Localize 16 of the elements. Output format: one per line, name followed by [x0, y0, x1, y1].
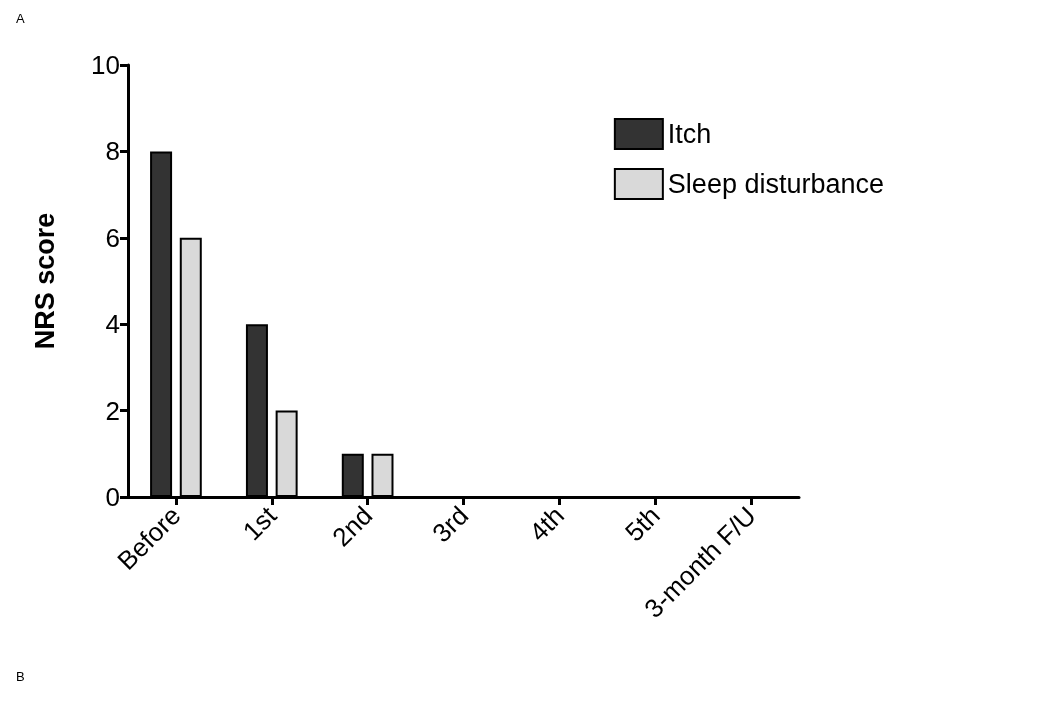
x-tick-label: 5th: [619, 500, 666, 548]
y-tick-label: 2: [105, 395, 120, 426]
x-tick-label: 2nd: [326, 500, 379, 553]
legend-label: Itch: [667, 119, 712, 149]
text: A: [16, 11, 25, 26]
y-tick-label: 8: [105, 136, 120, 167]
x-tick-label: 1st: [236, 499, 283, 547]
text: B: [16, 669, 25, 684]
y-tick-label: 4: [105, 309, 120, 340]
x-tick-label: 3rd: [426, 500, 475, 549]
legend-label: Sleep disturbance: [667, 169, 885, 199]
y-tick-label: 6: [105, 222, 120, 253]
y-tick-label: 0: [105, 482, 120, 512]
y-tick-label: 10: [91, 50, 120, 80]
y-axis-title: NRS score: [29, 212, 60, 350]
x-tick-label: 4th: [523, 500, 570, 548]
